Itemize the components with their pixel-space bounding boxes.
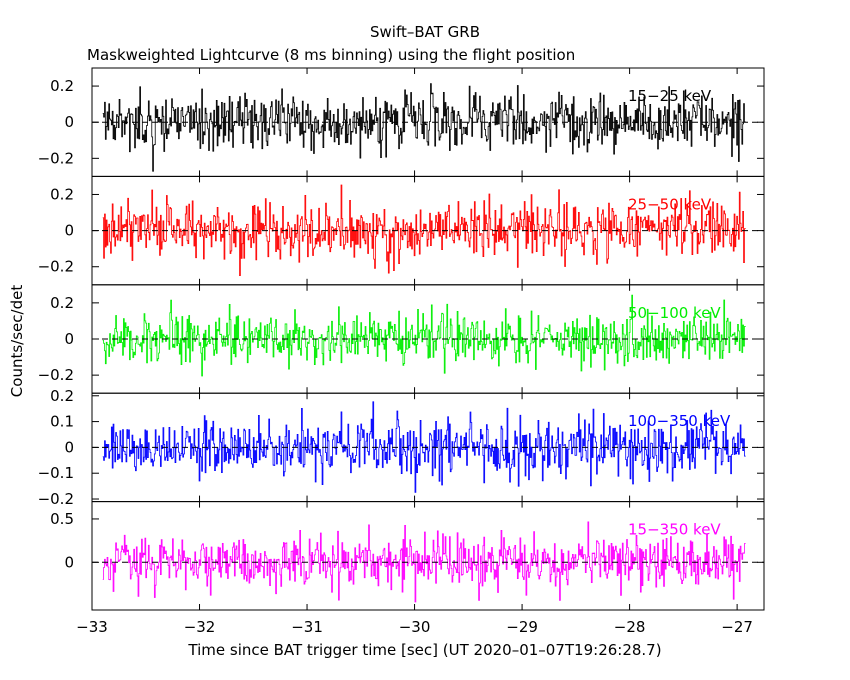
- panel-frame: [91, 501, 765, 611]
- x-tick-label: −31: [291, 618, 323, 636]
- series-line-2: [102, 184, 746, 277]
- panel-3: −0.2 0 0.2 50−100 keV: [38, 284, 765, 394]
- chart-title: Swift–BAT GRB: [370, 23, 480, 41]
- y-tick-label: 0.2: [50, 77, 74, 95]
- y-tick-label: 0: [64, 553, 74, 571]
- chart-subtitle: Maskweighted Lightcurve (8 ms binning) u…: [87, 46, 575, 64]
- y-tick-label: 0.5: [50, 510, 74, 528]
- panel-stack: −0.200.215−25 keV−0.200.225−50 keV−0.200…: [38, 67, 765, 611]
- panel-1: −0.2 0 0.2 15−25 keV: [38, 67, 765, 177]
- y-tick-label: −0.2: [38, 490, 74, 508]
- band-label: 100−350 keV: [628, 412, 731, 430]
- band-label: 15−25 keV: [628, 87, 712, 105]
- y-tick-label: 0.1: [50, 413, 74, 431]
- y-tick-label: 0.2: [50, 387, 74, 405]
- band-label: 15−350 keV: [628, 521, 721, 539]
- y-tick-label: 0: [64, 330, 74, 348]
- y-tick-label: −0.2: [38, 258, 74, 276]
- panel-2: −0.2 0 0.2 25−50 keV: [38, 175, 765, 286]
- y-tick-label: 0: [64, 222, 74, 240]
- x-tick-label: −28: [614, 618, 646, 636]
- panel-5: 0 0.5 15−350 keV: [50, 501, 765, 611]
- panel-4: −0.2 −0.1 0 0.1 0.2 100−350 keV: [38, 387, 765, 508]
- x-tick-label: −27: [721, 618, 753, 636]
- y-axis-label: Counts/sec/det: [8, 285, 26, 398]
- y-tick-label: 0: [64, 438, 74, 456]
- y-tick-label: −0.2: [38, 149, 74, 167]
- series-line-4: [102, 401, 746, 493]
- y-tick-label: 0.2: [50, 185, 74, 203]
- series-line-1: [102, 83, 746, 172]
- series-line-5: [102, 521, 746, 603]
- y-tick-label: −0.1: [38, 464, 74, 482]
- y-tick-label: 0.2: [50, 294, 74, 312]
- series-line-3: [102, 294, 746, 377]
- band-label: 50−100 keV: [628, 304, 721, 322]
- x-axis-label: Time since BAT trigger time [sec] (UT 20…: [187, 641, 661, 659]
- x-tick-label: −30: [399, 618, 431, 636]
- x-tick-label: −29: [506, 618, 538, 636]
- x-tick-label: −32: [184, 618, 216, 636]
- y-tick-label: −0.2: [38, 366, 74, 384]
- x-tick-label: −33: [76, 618, 108, 636]
- band-label: 25−50 keV: [628, 195, 712, 213]
- y-tick-label: 0: [64, 113, 74, 131]
- x-axis: −33 −32 −31 −30 −29 −28 −27: [76, 618, 753, 636]
